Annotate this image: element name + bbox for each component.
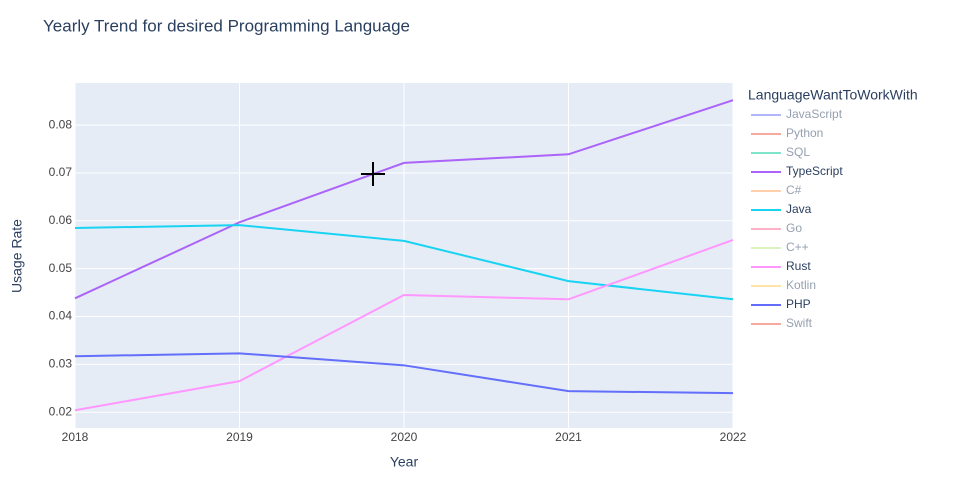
legend-label: TypeScript	[786, 164, 843, 178]
legend-item[interactable]: Swift	[751, 316, 813, 330]
legend-item[interactable]: TypeScript	[751, 164, 843, 178]
legend-item[interactable]: SQL	[751, 145, 810, 159]
x-axis-title: Year	[390, 454, 419, 470]
legend-item[interactable]: C++	[751, 240, 809, 254]
legend-label: Rust	[786, 259, 811, 273]
legend-item[interactable]: Kotlin	[751, 278, 816, 292]
legend-item[interactable]: JavaScript	[751, 107, 843, 121]
series-line	[74, 352, 734, 395]
chart-title: Yearly Trend for desired Programming Lan…	[43, 16, 410, 35]
legend-label: SQL	[786, 145, 810, 159]
y-tick-label: 0.04	[49, 309, 73, 323]
legend-item[interactable]: C#	[751, 183, 802, 197]
series-line	[74, 239, 734, 412]
y-tick-label: 0.07	[49, 165, 73, 179]
legend-label: Python	[786, 126, 823, 140]
legend-item[interactable]: Rust	[751, 259, 811, 273]
legend-title: LanguageWantToWorkWith	[748, 87, 918, 103]
legend-label: JavaScript	[786, 107, 843, 121]
x-tick-label: 2022	[720, 430, 747, 444]
legend-label: C#	[786, 183, 802, 197]
legend-item[interactable]: Python	[751, 126, 823, 140]
cursor	[361, 162, 385, 186]
y-tick-label: 0.03	[49, 357, 73, 371]
legend-label: Kotlin	[786, 278, 816, 292]
x-tick-label: 2018	[62, 430, 89, 444]
y-axis-title: Usage Rate	[9, 219, 25, 293]
series-line	[74, 224, 734, 301]
y-tick-label: 0.06	[49, 213, 73, 227]
x-tick-label: 2020	[391, 430, 418, 444]
x-tick-label: 2019	[226, 430, 253, 444]
y-tick-label: 0.05	[49, 261, 73, 275]
y-tick-label: 0.08	[49, 117, 73, 131]
legend-label: Go	[786, 221, 802, 235]
legend-item[interactable]: PHP	[751, 297, 811, 311]
x-tick-label: 2021	[555, 430, 582, 444]
y-tick-label: 0.02	[49, 404, 73, 418]
legend-item[interactable]: Java	[751, 202, 812, 216]
legend-label: PHP	[786, 297, 811, 311]
series-line	[74, 99, 734, 300]
legend-label: Swift	[786, 316, 813, 330]
legend-label: Java	[786, 202, 812, 216]
legend-item[interactable]: Go	[751, 221, 802, 235]
legend-label: C++	[786, 240, 809, 254]
